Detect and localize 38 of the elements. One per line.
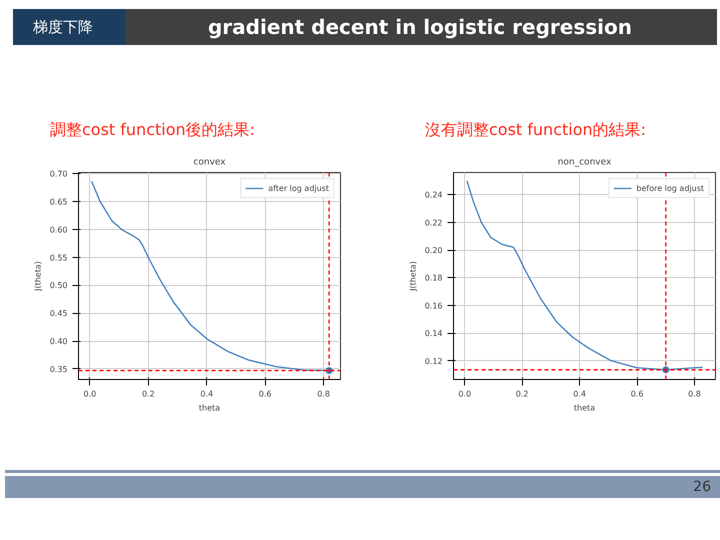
chart-subtitle: 調整cost function後的結果:: [50, 119, 256, 141]
y-tick-label: 0.24: [424, 190, 442, 200]
legend-label: before log adjust: [636, 184, 704, 192]
x-tick-label: 0.0: [458, 390, 472, 398]
y-tick-label: 0.65: [50, 198, 68, 207]
y-tick-label: 0.40: [50, 337, 68, 346]
y-tick-label: 0.45: [50, 309, 68, 318]
x-axis-title: theta: [198, 404, 220, 412]
x-tick-label: 0.8: [688, 390, 701, 398]
y-tick-label: 0.14: [424, 329, 442, 338]
y-tick-label: 0.20: [424, 246, 442, 256]
y-tick-label: 0.18: [424, 274, 442, 283]
x-tick-label: 0.8: [317, 390, 330, 398]
y-axis-title: J(theta): [408, 261, 418, 292]
x-tick-label: 0.4: [573, 390, 586, 398]
y-tick-label: 0.55: [50, 253, 68, 262]
x-tick-label: 0.6: [630, 390, 644, 398]
chart-title: convex: [193, 158, 226, 168]
text: gradient decent in logistic regression: [123, 9, 717, 45]
y-tick-label: 0.16: [424, 301, 442, 310]
y-axis-title: J(theta): [34, 261, 43, 292]
y-tick-label: 0.60: [50, 225, 68, 234]
y-tick-label: 0.50: [50, 281, 68, 290]
x-tick-label: 0.4: [200, 390, 214, 398]
x-tick-label: 0.6: [258, 390, 272, 398]
chart-title: non_convex: [558, 158, 612, 168]
y-tick-label: 0.12: [424, 356, 442, 366]
x-tick-label: 0.2: [516, 390, 529, 398]
y-tick-label: 0.70: [50, 170, 68, 179]
legend-label: after log adjust: [268, 184, 329, 192]
chart-subtitle: 沒有調整cost function的結果:: [425, 119, 646, 141]
x-axis-title: theta: [574, 404, 596, 412]
y-tick-label: 0.35: [50, 364, 68, 374]
x-tick-label: 0.0: [84, 390, 96, 398]
text: 26: [5, 476, 720, 498]
x-tick-label: 0.2: [142, 390, 155, 398]
text: 梯度下降: [13, 9, 125, 45]
y-tick-label: 0.22: [424, 218, 442, 228]
